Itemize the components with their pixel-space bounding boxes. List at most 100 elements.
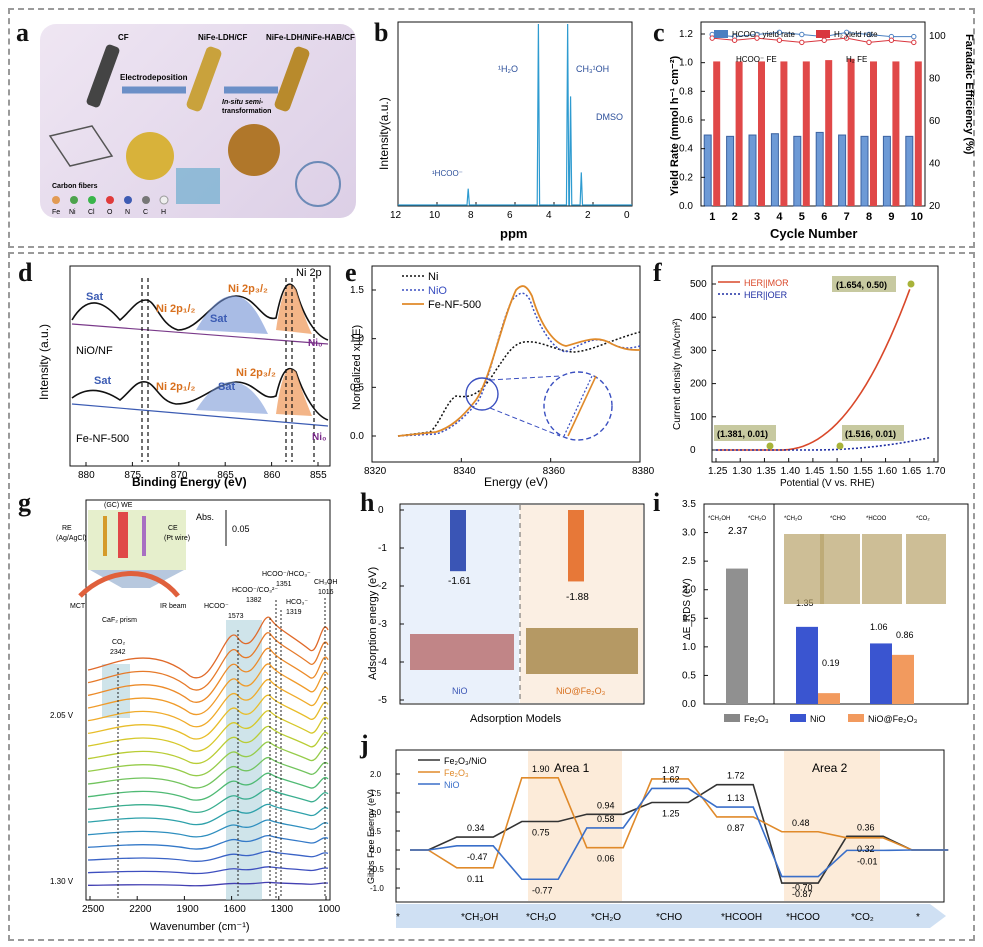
i-ytick-label: 2.5 [682, 556, 696, 567]
j-ytick-label: 1.5 [370, 789, 382, 798]
g-spectrum-line [87, 741, 329, 777]
f-xtick-label: 1.55 [853, 466, 873, 477]
insitu-label2: transformation [222, 108, 271, 115]
j-value-label: 0.94 [597, 800, 615, 810]
g-spectrum-line [87, 819, 329, 838]
i-step-4: *HCOO [866, 516, 887, 522]
f-axes [711, 265, 939, 463]
g-xtick-label: 2200 [129, 904, 152, 915]
c-xtick-label: 9 [888, 211, 894, 223]
c-y2tick-label: 60 [929, 116, 941, 127]
e-zoom-curve [567, 375, 597, 437]
b-ann-hcoo: ¹HCOO⁻ [432, 169, 463, 178]
b-ann-ch3oh: CH₃¹OH [576, 64, 609, 74]
h-ytick-label: -2 [378, 581, 387, 592]
j-value-label: -0.70 [792, 883, 813, 893]
hab-structure [295, 161, 341, 207]
j-category-label: *HCOOH [721, 912, 762, 923]
c-ytick-label: 0.2 [679, 172, 693, 183]
f-xlabel: Potential (V vs. RHE) [780, 478, 874, 489]
c-bar-hcoo [905, 135, 914, 207]
i-ytick-label: 0.5 [682, 670, 696, 681]
g-band-hcoo-hco3: HCOO⁻/HCO₃⁻ [262, 571, 311, 578]
i-legend-0: Fe₂O₃ [744, 714, 769, 724]
g-band-1382: 1382 [246, 597, 262, 604]
c-xtick-label: 4 [776, 211, 783, 223]
c-xtick-label: 7 [844, 211, 850, 223]
c-y2tick-label: 20 [929, 201, 941, 212]
d-lbl-ni32-1: Ni 2p₃/₂ [228, 283, 268, 295]
ldh-rod [186, 46, 222, 112]
c-ytick-label: 0.8 [679, 86, 693, 97]
d-top-ni-fill [276, 284, 312, 334]
j-category-label: *CO₂ [851, 912, 874, 923]
d-baseline-bot [71, 403, 329, 427]
d-baseline-top [71, 323, 329, 345]
bottom-frame [8, 252, 975, 941]
e-xtick-label: 8340 [453, 466, 476, 477]
hab-label: NiFe-LDH/NiFe-HAB/CF [266, 33, 355, 42]
d-top-sat-fill [196, 295, 268, 334]
f-xtick-label: 1.25 [708, 466, 728, 477]
j-category-label: * [396, 912, 400, 923]
label-j: j [360, 730, 369, 759]
g-spectrum-line [87, 803, 329, 826]
her-oer-curve [716, 436, 930, 451]
h2-fe-line [712, 37, 914, 43]
j-ytick-label: 1.0 [370, 808, 382, 817]
top-row-frame [8, 8, 975, 248]
g-spectrum-line [87, 866, 329, 875]
j-value-label: -0.01 [857, 856, 878, 866]
e-xtick-label: 8320 [364, 466, 387, 477]
f-point-box-2 [714, 425, 776, 441]
f-marker-2 [766, 442, 774, 450]
label-a: a [16, 18, 29, 47]
i-bar [870, 643, 892, 704]
h-axes [399, 503, 645, 705]
c-bar-hcoo [770, 133, 779, 207]
e-legend-ni: Ni [428, 271, 438, 283]
f-ylabel: Current density (mA/cm²) [672, 318, 683, 430]
element-legend: Fe Ni Cl O N C H [52, 195, 169, 216]
i-legend-1: NiO [810, 714, 826, 724]
c-fe-h2-point [866, 39, 872, 46]
d-lbl-sat-4: Sat [218, 381, 235, 393]
label-h: h [360, 488, 375, 517]
label-e: e [345, 258, 357, 287]
i-ytick-label: 3.0 [682, 528, 696, 539]
f-xtick-label: 1.35 [756, 466, 776, 477]
e-zoom-small [465, 377, 499, 411]
i-legend-sw-2 [848, 714, 864, 722]
i-ytick-label: 1.0 [682, 642, 696, 653]
c-bar-h2 [825, 60, 833, 206]
c-bar-h2 [892, 61, 900, 206]
ldh-label: NiFe-LDH/CF [198, 33, 247, 42]
g-spectrum-line [87, 725, 329, 765]
g-spectrum-line [87, 647, 329, 703]
j-value-label: 1.72 [727, 771, 745, 781]
i-bar [796, 626, 818, 704]
i-model-4 [906, 534, 946, 604]
g-abs: Abs. [196, 512, 214, 522]
d-lbl-sat-2: Sat [210, 313, 227, 325]
j-value-label: 1.62 [662, 774, 680, 784]
g-setup [78, 510, 186, 598]
d-lbl-fe-nf: Fe-NF-500 [76, 433, 129, 445]
d-lbl-nio-nf: NiO/NF [76, 345, 113, 357]
c-fe-h2-point [911, 39, 917, 46]
e-xtick-label: 8380 [632, 466, 655, 477]
label-i: i [653, 488, 661, 517]
h-slab-fe [526, 628, 638, 674]
j-value-label: 0.34 [467, 823, 485, 833]
d-axes [69, 265, 331, 467]
j-category-label: * [916, 912, 920, 923]
e-fe-curve [397, 285, 641, 437]
b-ann-dmso: DMSO [596, 112, 623, 122]
j-axes [395, 749, 945, 903]
h-xlabel: Adsorption Models [470, 713, 562, 725]
g-band-ch3oh: CH₃OH [314, 579, 337, 586]
f-xtick-label: 1.60 [878, 466, 898, 477]
